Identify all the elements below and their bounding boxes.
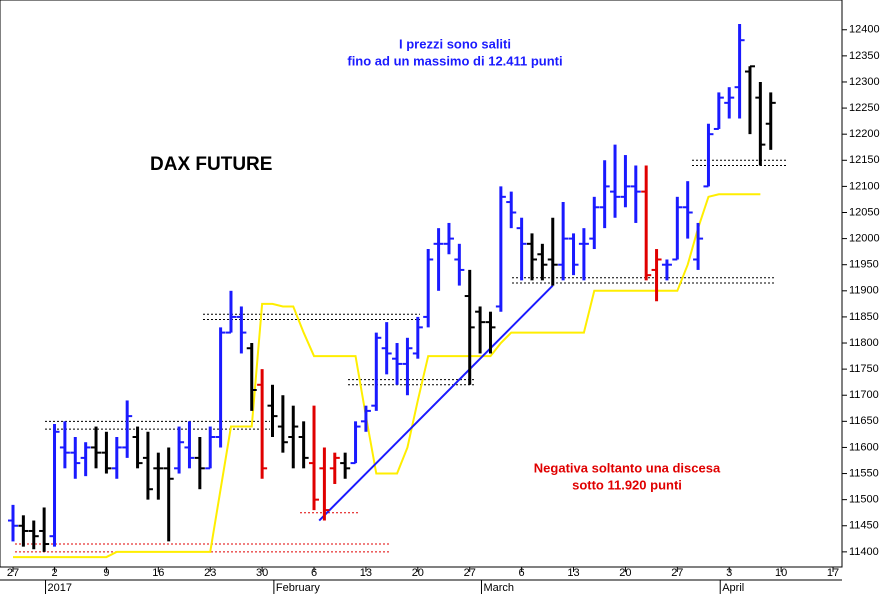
x-tick-label: 23 xyxy=(204,567,216,579)
y-tick-label: 12200 xyxy=(849,128,880,140)
x-tick-label: 27 xyxy=(464,567,476,579)
x-tick-label: 3 xyxy=(726,567,732,579)
plot-frame xyxy=(0,0,843,568)
y-tick-label: 12150 xyxy=(849,154,880,166)
x-tick-label: 17 xyxy=(827,567,839,579)
trendline xyxy=(318,284,554,522)
x-tick-label: 27 xyxy=(7,567,19,579)
y-tick-label: 11700 xyxy=(849,389,879,401)
x-tick-label: 2 xyxy=(51,567,57,579)
x-tick-label: 16 xyxy=(152,567,164,579)
y-tick-label: 11950 xyxy=(849,259,879,271)
y-tick-label: 12250 xyxy=(849,102,880,114)
y-tick-label: 11400 xyxy=(849,546,879,558)
y-tick-label: 11750 xyxy=(849,363,879,375)
x-tick-label: 27 xyxy=(671,567,683,579)
y-tick-label: 11650 xyxy=(849,415,879,427)
x-tick-label: 6 xyxy=(519,567,525,579)
month-label: 2017 xyxy=(48,582,72,594)
x-tick-label: 9 xyxy=(103,567,109,579)
x-tick-label: 30 xyxy=(256,567,268,579)
y-tick-label: 11450 xyxy=(849,520,879,532)
x-tick-label: 13 xyxy=(567,567,579,579)
month-label: February xyxy=(276,582,321,594)
annotation: fino ad un massimo di 12.411 punti xyxy=(347,53,562,68)
stop-line xyxy=(13,193,761,559)
y-tick-label: 12300 xyxy=(849,76,880,88)
y-tick-label: 11550 xyxy=(849,467,879,479)
annotation: Negativa soltanto una discesa xyxy=(534,460,721,475)
x-tick-label: 6 xyxy=(311,567,317,579)
x-tick-label: 20 xyxy=(619,567,631,579)
chart-title: DAX FUTURE xyxy=(150,154,272,175)
month-label: April xyxy=(722,582,744,594)
y-tick-label: 11850 xyxy=(849,311,879,323)
y-tick-label: 11600 xyxy=(849,441,879,453)
y-tick-label: 12100 xyxy=(849,180,880,192)
y-tick-label: 12000 xyxy=(849,233,880,245)
annotation: I prezzi sono saliti xyxy=(399,36,511,51)
x-tick-label: 10 xyxy=(775,567,787,579)
y-tick-label: 12050 xyxy=(849,206,880,218)
x-tick-label: 20 xyxy=(412,567,424,579)
month-label: March xyxy=(483,582,514,594)
y-tick-label: 11800 xyxy=(849,337,879,349)
annotation: sotto 11.920 punti xyxy=(572,477,682,492)
x-tick-label: 13 xyxy=(360,567,372,579)
y-tick-label: 11500 xyxy=(849,494,879,506)
y-tick-label: 11900 xyxy=(849,285,879,297)
y-tick-label: 12350 xyxy=(849,50,880,62)
y-tick-label: 12400 xyxy=(849,24,880,36)
